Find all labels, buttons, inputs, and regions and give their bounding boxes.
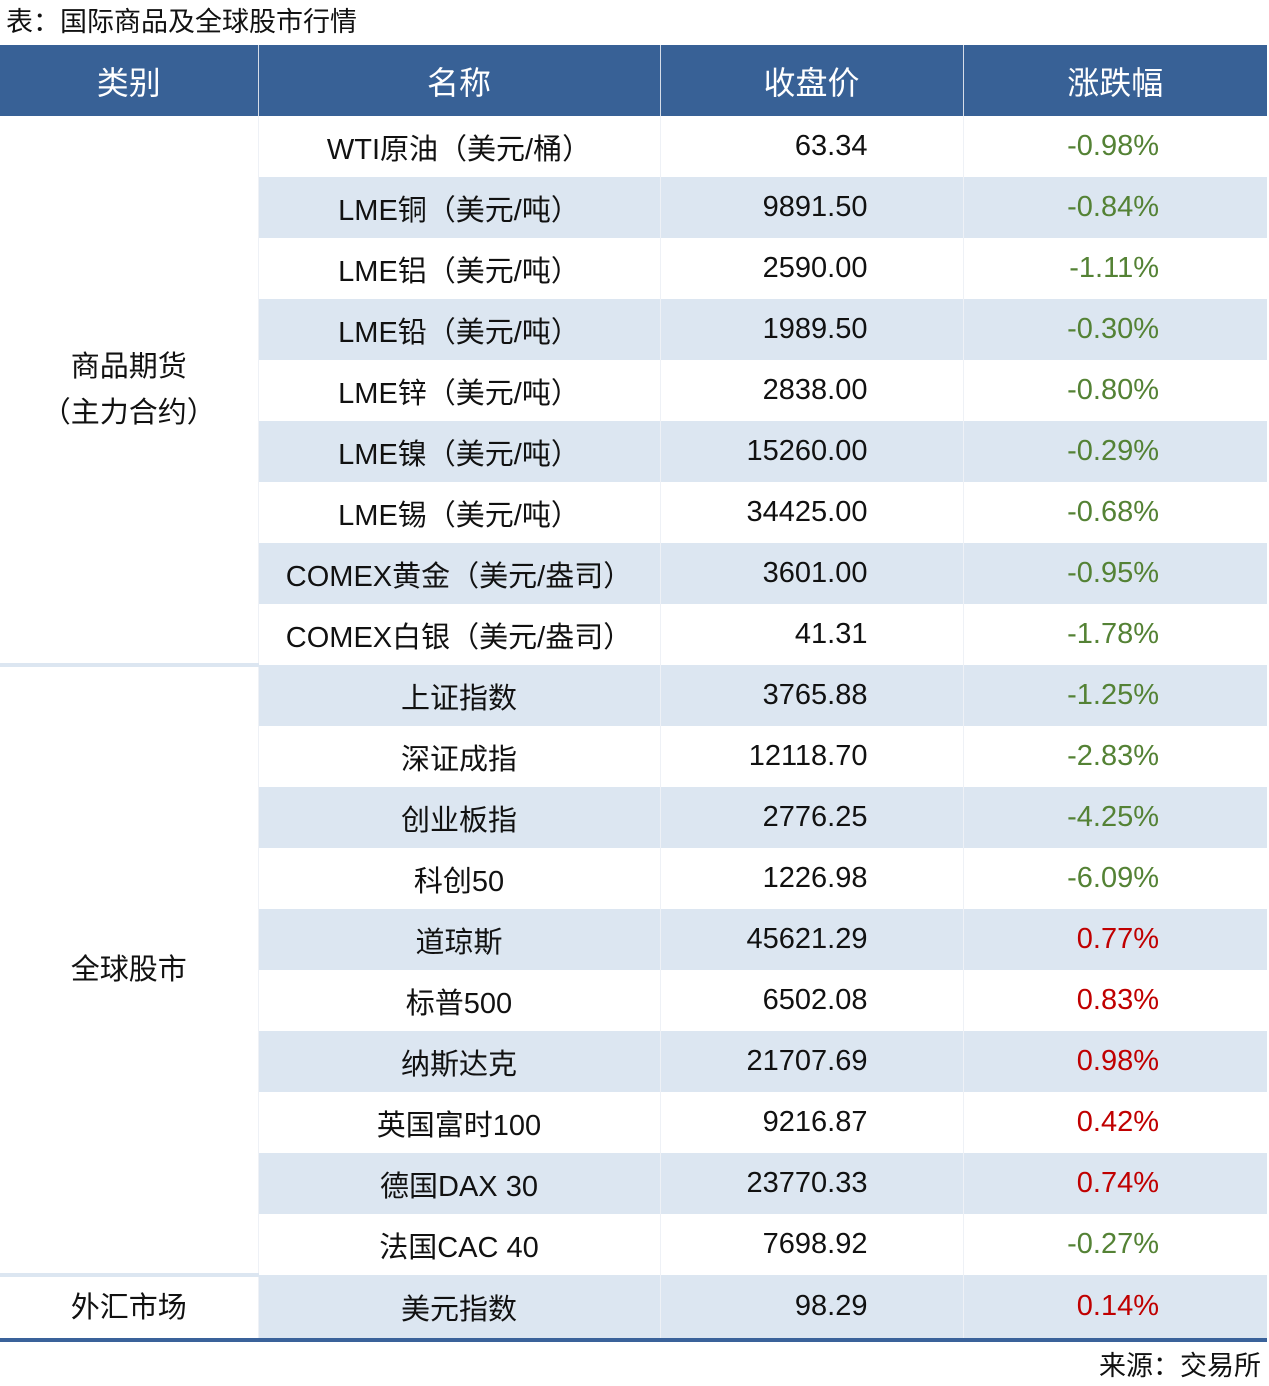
name-cell: LME镍（美元/吨）	[258, 421, 661, 482]
name-cell: LME锡（美元/吨）	[258, 482, 661, 543]
table-row: 道琼斯 45621.29 0.77%	[0, 909, 1267, 970]
category-label: 外汇市场	[70, 1291, 187, 1324]
name-cell: COMEX黄金（美元/盎司）	[258, 543, 661, 604]
table-row: 法国CAC 40 7698.92 -0.27%	[0, 1214, 1267, 1275]
header-close-price: 收盘价	[660, 45, 964, 116]
change-cell: -0.29%	[963, 421, 1267, 482]
name-cell: LME铝（美元/吨）	[258, 238, 661, 299]
price-cell: 3765.88	[660, 665, 964, 726]
header-name: 名称	[258, 45, 661, 116]
table-row: 商品期货 （主力合约） WTI原油（美元/桶） 63.34 -0.98%	[0, 116, 1267, 667]
category-cell: 外汇市场	[0, 1275, 259, 1342]
change-cell: 0.83%	[1076, 984, 1159, 1016]
price-cell: 15260.00	[660, 421, 964, 482]
price-cell: 1226.98	[660, 848, 964, 909]
change-cell: -4.25%	[963, 787, 1267, 848]
table-row: 英国富时100 9216.87 0.42%	[0, 1092, 1267, 1153]
table-row: COMEX黄金（美元/盎司） 3601.00 -0.95%	[0, 543, 1267, 604]
change-cell: 0.14%	[963, 1275, 1267, 1342]
name-cell: 深证成指	[258, 726, 661, 787]
category-label: 商品期货	[70, 350, 187, 383]
category-label: （主力合约）	[41, 396, 216, 429]
price-cell: 23770.33	[660, 1153, 964, 1214]
change-cell: -0.98%	[1067, 130, 1159, 162]
price-cell: 2838.00	[660, 360, 964, 421]
table-row: 标普500 6502.08 0.83%	[0, 970, 1267, 1031]
header-row: 类别 名称 收盘价 涨跌幅	[0, 45, 1267, 116]
change-cell: -0.80%	[1067, 374, 1159, 406]
header-category: 类别	[0, 45, 259, 116]
name-cell: 上证指数	[258, 665, 661, 726]
table-row: 全球股市 上证指数 3765.88 -1.25%	[0, 665, 1267, 1277]
name-cell: 标普500	[258, 970, 661, 1031]
price-cell: 2590.00	[660, 238, 964, 299]
name-cell: 科创50	[258, 848, 661, 909]
price-cell: 1989.50	[660, 299, 964, 360]
name-cell: 纳斯达克	[258, 1031, 661, 1092]
name-cell: COMEX白银（美元/盎司）	[258, 604, 661, 665]
change-cell: -0.68%	[1067, 496, 1159, 528]
table-row: 德国DAX 30 23770.33 0.74%	[0, 1153, 1267, 1214]
category-label: 全球股市	[70, 954, 187, 986]
change-cell: 0.77%	[963, 909, 1267, 970]
price-cell: 12118.70	[660, 726, 964, 787]
table-row: 科创50 1226.98 -6.09%	[0, 848, 1267, 909]
table-row: 深证成指 12118.70 -2.83%	[0, 726, 1267, 787]
name-cell: LME铜（美元/吨）	[258, 177, 661, 238]
name-cell: 英国富时100	[258, 1092, 661, 1153]
price-cell: 3601.00	[660, 543, 964, 604]
name-cell: 法国CAC 40	[258, 1214, 661, 1275]
change-cell: -1.78%	[1067, 618, 1159, 650]
price-cell: 63.34	[660, 116, 964, 177]
price-cell: 6502.08	[660, 970, 964, 1031]
table-row: LME锌（美元/吨） 2838.00 -0.80%	[0, 360, 1267, 421]
table-row: LME铅（美元/吨） 1989.50 -0.30%	[0, 299, 1267, 360]
change-cell: 0.42%	[1076, 1106, 1159, 1138]
change-cell: -1.11%	[1069, 252, 1159, 284]
price-cell: 98.29	[660, 1275, 964, 1342]
table-row: LME铜（美元/吨） 9891.50 -0.84%	[0, 177, 1267, 238]
name-cell: 美元指数	[258, 1275, 661, 1342]
price-cell: 41.31	[660, 604, 964, 665]
category-cell: 商品期货 （主力合约）	[0, 116, 259, 667]
price-cell: 34425.00	[660, 482, 964, 543]
name-cell: WTI原油（美元/桶）	[258, 116, 661, 177]
name-cell: LME锌（美元/吨）	[258, 360, 661, 421]
name-cell: 德国DAX 30	[258, 1153, 661, 1214]
change-cell: -0.30%	[963, 299, 1267, 360]
price-cell: 7698.92	[660, 1214, 964, 1275]
change-cell: 0.74%	[963, 1153, 1267, 1214]
category-cell: 全球股市	[0, 665, 259, 1277]
price-cell: 21707.69	[660, 1031, 964, 1092]
price-cell: 9891.50	[660, 177, 964, 238]
price-cell: 2776.25	[660, 787, 964, 848]
table-row: 纳斯达克 21707.69 0.98%	[0, 1031, 1267, 1092]
change-cell: -0.27%	[1067, 1228, 1159, 1260]
change-cell: -0.95%	[963, 543, 1267, 604]
market-table: 类别 名称 收盘价 涨跌幅 商品期货 （主力合约） WTI原油（美元/桶） 63.34…	[0, 45, 1267, 1342]
table-row: LME锡（美元/吨） 34425.00 -0.68%	[0, 482, 1267, 543]
name-cell: LME铅（美元/吨）	[258, 299, 661, 360]
price-cell: 9216.87	[660, 1092, 964, 1153]
change-cell: -6.09%	[1067, 862, 1159, 894]
name-cell: 创业板指	[258, 787, 661, 848]
header-change: 涨跌幅	[963, 45, 1267, 116]
change-cell: -1.25%	[963, 665, 1267, 726]
table-row: 外汇市场 美元指数 98.29 0.14%	[0, 1275, 1267, 1342]
change-cell: 0.98%	[963, 1031, 1267, 1092]
change-cell: -2.83%	[1067, 740, 1159, 772]
table-row: LME镍（美元/吨） 15260.00 -0.29%	[0, 421, 1267, 482]
price-cell: 45621.29	[660, 909, 964, 970]
table-row: 创业板指 2776.25 -4.25%	[0, 787, 1267, 848]
change-cell: -0.84%	[963, 177, 1267, 238]
table-title: 表：国际商品及全球股市行情	[6, 7, 357, 37]
table-row: LME铝（美元/吨） 2590.00 -1.11%	[0, 238, 1267, 299]
table-row: COMEX白银（美元/盎司） 41.31 -1.78%	[0, 604, 1267, 665]
name-cell: 道琼斯	[258, 909, 661, 970]
source-note: 来源：交易所	[1099, 1351, 1261, 1381]
